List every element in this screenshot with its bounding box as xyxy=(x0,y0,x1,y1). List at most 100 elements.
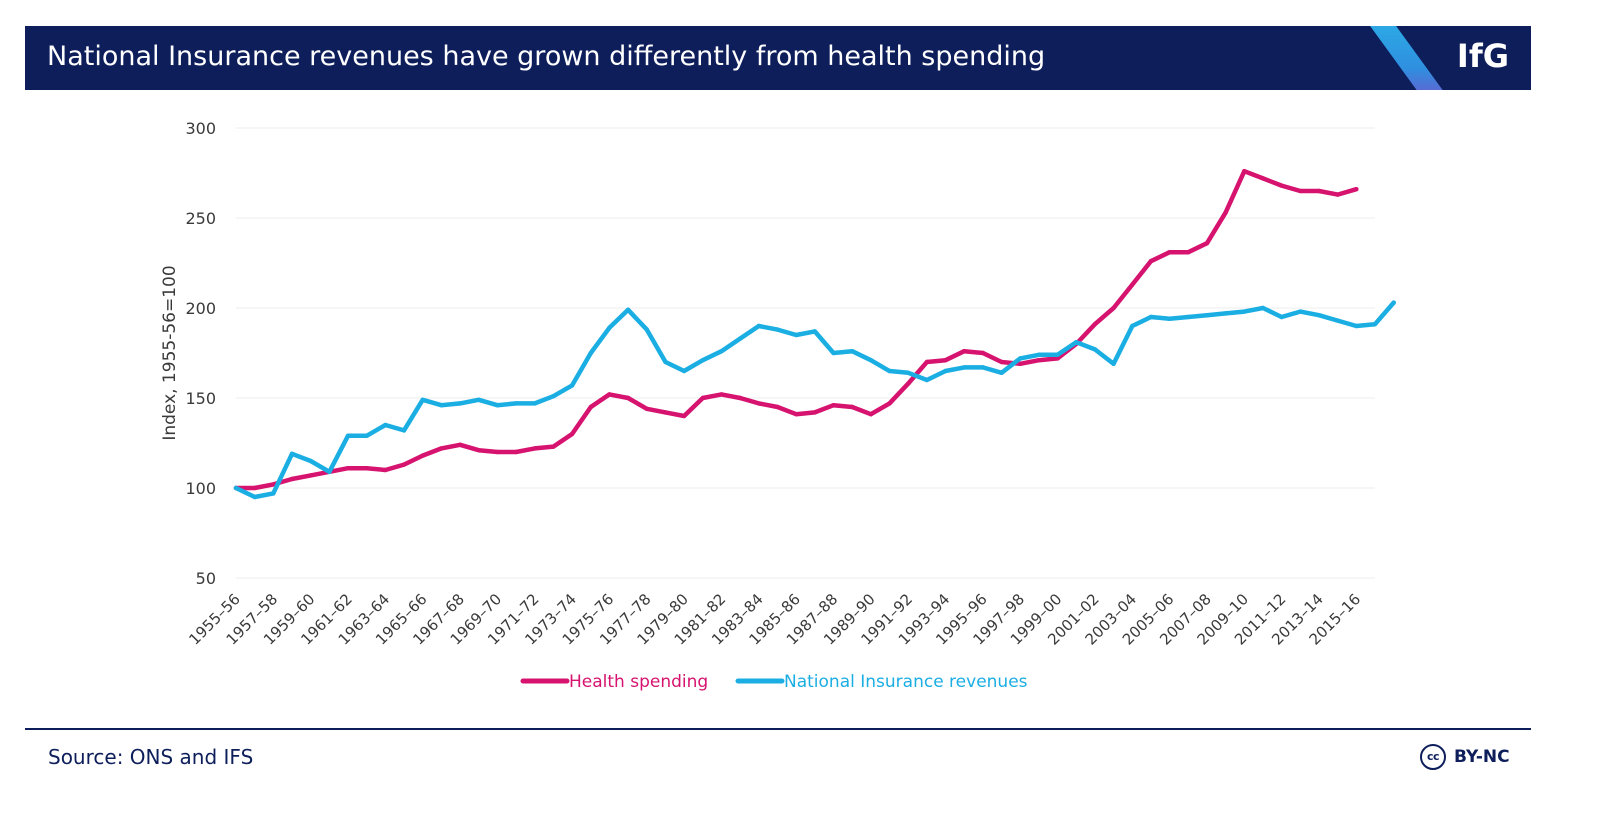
data-point xyxy=(1354,187,1359,192)
data-point xyxy=(1204,241,1210,246)
data-point xyxy=(1130,282,1135,287)
y-tick-label: 50 xyxy=(196,569,216,588)
data-point xyxy=(644,406,649,411)
data-point xyxy=(233,485,239,491)
data-point xyxy=(476,397,481,402)
y-tick-label: 100 xyxy=(185,479,216,498)
data-point xyxy=(327,469,332,474)
data-point xyxy=(924,359,930,365)
data-point xyxy=(831,350,836,356)
data-point xyxy=(887,401,892,406)
data-point xyxy=(1111,361,1116,366)
ifg-logo: IfG xyxy=(1456,37,1509,75)
data-point xyxy=(962,349,967,354)
data-point xyxy=(457,442,463,447)
source-note: Source: ONS and IFS xyxy=(48,745,254,769)
data-point xyxy=(588,404,593,410)
data-point xyxy=(569,431,575,437)
data-point xyxy=(1092,322,1098,327)
footer-divider xyxy=(25,728,1531,730)
data-point xyxy=(831,403,836,408)
data-point xyxy=(1316,188,1322,194)
data-point xyxy=(850,349,855,354)
data-point xyxy=(1167,250,1172,255)
data-point xyxy=(999,359,1004,365)
data-point xyxy=(775,404,780,410)
data-point xyxy=(906,370,911,375)
data-point xyxy=(1092,347,1098,352)
data-point xyxy=(1167,316,1172,321)
y-axis-label: Index, 1955-56=100 xyxy=(160,265,180,440)
data-point xyxy=(1372,322,1378,327)
data-point xyxy=(1018,356,1023,361)
data-point xyxy=(1279,314,1284,320)
data-point xyxy=(308,458,313,464)
data-point xyxy=(719,392,724,397)
data-point xyxy=(812,410,817,415)
data-point xyxy=(1242,309,1247,314)
data-point xyxy=(383,467,388,473)
data-point xyxy=(1335,318,1340,323)
data-point xyxy=(607,392,612,397)
data-point xyxy=(607,325,612,330)
data-point xyxy=(532,446,537,451)
data-point xyxy=(924,377,930,383)
y-tick-label: 300 xyxy=(185,119,216,138)
data-point xyxy=(737,395,743,401)
data-point xyxy=(906,381,911,386)
data-point xyxy=(532,401,537,406)
data-point xyxy=(364,466,369,471)
data-point xyxy=(1148,314,1154,320)
data-point xyxy=(495,403,500,408)
data-point xyxy=(887,368,892,374)
data-point xyxy=(551,394,556,399)
data-point xyxy=(794,332,799,338)
data-point xyxy=(868,358,874,363)
data-point xyxy=(700,358,705,363)
data-point xyxy=(850,404,855,410)
data-point xyxy=(569,383,575,388)
data-point xyxy=(625,307,631,312)
data-point xyxy=(345,433,351,438)
data-point xyxy=(943,358,948,363)
y-tick-label: 200 xyxy=(185,299,216,318)
data-point xyxy=(644,327,649,332)
data-point xyxy=(364,433,369,438)
data-point xyxy=(943,368,948,374)
data-point xyxy=(1055,352,1060,357)
license-text: BY-NC xyxy=(1454,747,1510,767)
data-point xyxy=(1391,300,1396,305)
data-point xyxy=(1111,305,1116,311)
data-point xyxy=(1074,340,1079,345)
chart-header: National Insurance revenues have grown d… xyxy=(25,26,1531,90)
data-point xyxy=(1186,250,1191,255)
data-point xyxy=(1354,323,1359,329)
y-tick-label: 250 xyxy=(185,209,216,228)
data-point xyxy=(1316,313,1322,318)
national-insurance-points xyxy=(233,300,1396,500)
creative-commons-icon: cc xyxy=(1420,744,1446,770)
legend-label-ni: National Insurance revenues xyxy=(784,672,1028,692)
data-point xyxy=(663,359,668,365)
data-point xyxy=(308,473,313,478)
data-point xyxy=(476,448,481,453)
health-spending-points xyxy=(233,169,1359,491)
data-point xyxy=(271,482,276,487)
data-point xyxy=(289,476,295,482)
data-point xyxy=(420,397,425,402)
data-point xyxy=(551,444,556,449)
data-point xyxy=(420,453,425,458)
data-point xyxy=(1223,311,1228,316)
data-point xyxy=(980,350,986,356)
data-point xyxy=(401,428,407,433)
data-point xyxy=(401,462,407,467)
data-point xyxy=(868,412,874,417)
data-point xyxy=(812,329,817,334)
data-point xyxy=(1036,358,1042,363)
data-point xyxy=(513,449,519,455)
data-point xyxy=(495,449,500,455)
legend-label-health: Health spending xyxy=(569,672,708,692)
data-point xyxy=(513,401,519,406)
data-point xyxy=(1242,169,1247,174)
